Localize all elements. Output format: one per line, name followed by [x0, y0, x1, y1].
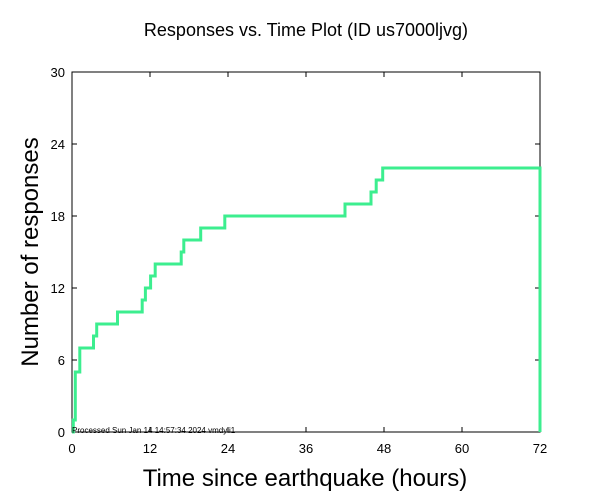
x-tick-label: 12	[143, 441, 157, 456]
chart-title: Responses vs. Time Plot (ID us7000ljvg)	[144, 20, 468, 40]
y-tick-label: 6	[58, 353, 65, 368]
x-tick-label: 48	[377, 441, 391, 456]
y-axis-label: Number of responses	[17, 137, 44, 366]
footer-note: Processed Sun Jan 14 14:57:34 2024 vmdyl…	[72, 426, 236, 435]
y-axis: 0 6 12 18 24 30	[51, 65, 540, 440]
x-tick-label: 36	[299, 441, 313, 456]
x-tick-label: 0	[68, 441, 75, 456]
y-tick-label: 0	[58, 425, 65, 440]
plot-frame	[71, 71, 541, 433]
x-axis: 0 12 24 36 48 60 72	[68, 72, 547, 456]
y-tick-label: 12	[51, 281, 65, 296]
y-tick-label: 24	[51, 137, 65, 152]
y-tick-label: 30	[51, 65, 65, 80]
x-tick-label: 24	[221, 441, 235, 456]
y-tick-label: 18	[51, 209, 65, 224]
series-layer	[71, 166, 542, 434]
x-tick-label: 72	[533, 441, 547, 456]
x-axis-label: Time since earthquake (hours)	[143, 465, 468, 492]
response-step-line	[71, 166, 542, 434]
x-tick-label: 60	[455, 441, 469, 456]
plot-border	[71, 71, 541, 433]
